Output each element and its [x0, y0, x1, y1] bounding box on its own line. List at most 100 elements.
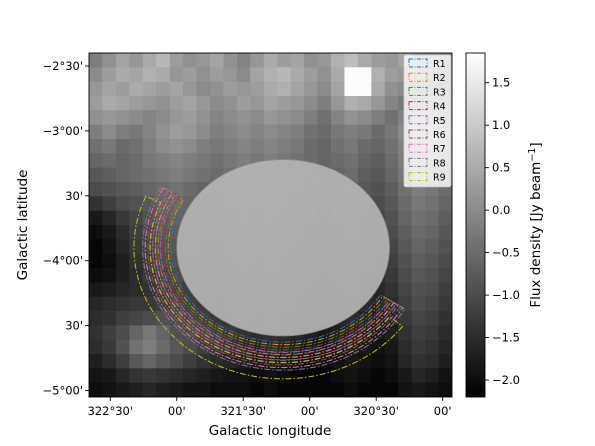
heatmap-cell: [102, 268, 117, 283]
heatmap-cell: [263, 339, 278, 355]
region-arc-r7: [144, 187, 404, 369]
heatmap-cell: [156, 53, 171, 68]
heatmap-cell: [196, 53, 211, 68]
heatmap-cell: [263, 110, 278, 126]
heatmap-cell: [89, 325, 104, 341]
heatmap-cell: [129, 182, 144, 197]
y-axis: −2°30' −3°00' 30' −4°00' 30' −5°00': [43, 59, 89, 398]
heatmap-cell: [317, 354, 332, 369]
heatmap-cell: [384, 368, 399, 384]
x-tick-label: 322°30': [88, 404, 134, 418]
heatmap-cell: [89, 182, 104, 197]
heatmap-cell: [223, 354, 238, 369]
heatmap-cell: [357, 167, 372, 183]
heatmap-cell: [384, 81, 399, 97]
x-axis: 322°30' 00' 321°30' 00' 320°30' 00': [88, 397, 452, 418]
heatmap-cell: [115, 182, 130, 197]
heatmap-cell: [115, 368, 130, 384]
heatmap-cell: [89, 311, 104, 326]
heatmap-cell: [196, 153, 211, 169]
heatmap-cell: [129, 196, 144, 212]
heatmap-cell: [371, 124, 386, 140]
heatmap-cell: [277, 53, 292, 68]
heatmap-cell: [371, 325, 386, 341]
heatmap-cell: [142, 354, 157, 369]
heatmap-cell: [223, 325, 238, 341]
plot-frame: [88, 52, 453, 398]
heatmap-cell: [129, 167, 144, 183]
heatmap-cell: [115, 96, 130, 111]
heatmap-cell: [250, 96, 265, 111]
heatmap-cell: [331, 354, 346, 369]
heatmap-cell: [304, 67, 319, 83]
heatmap-cell: [89, 110, 104, 126]
legend-swatch: [408, 172, 428, 182]
heatmap-cell: [250, 110, 265, 126]
heatmap-cell: [142, 153, 157, 169]
heatmap-cell: [384, 167, 399, 183]
heatmap-cell: [398, 382, 413, 397]
heatmap-cell: [438, 354, 452, 369]
heatmap-cell: [210, 153, 225, 169]
legend-swatch: [408, 129, 428, 139]
y-tick-label: −5°00': [43, 384, 84, 398]
heatmap-cell: [156, 382, 171, 397]
colorbar: 1.5 1.0 0.5 0.0 −0.5 −1.0 −1.5 −2.0 Flux densit…: [465, 52, 544, 398]
heatmap-cell: [357, 368, 372, 384]
heatmap-cell: [263, 96, 278, 111]
heatmap-cell: [129, 339, 144, 355]
heatmap-cell: [156, 311, 171, 326]
heatmap-cell: [223, 81, 238, 97]
heatmap-cell: [411, 196, 426, 212]
masked-region: [176, 159, 390, 337]
heatmap-cell: [438, 196, 452, 212]
legend-swatch: [408, 86, 428, 96]
heatmap-cell: [371, 354, 386, 369]
heatmap-cell: [398, 253, 413, 269]
heatmap-cell: [331, 67, 346, 83]
heatmap-cell: [223, 124, 238, 140]
heatmap-cell: [183, 182, 198, 197]
heatmap-cell: [290, 382, 305, 397]
heatmap-cell: [102, 311, 117, 326]
heatmap-cell: [263, 382, 278, 397]
heatmap-cell: [384, 96, 399, 111]
heatmap-cell: [102, 96, 117, 111]
heatmap-cell: [438, 296, 452, 312]
heatmap-cell: [290, 67, 305, 83]
heatmap-cell: [344, 124, 359, 140]
x-tick-label: 00': [301, 404, 319, 418]
heatmap-cell: [438, 239, 452, 255]
heatmap-cell: [223, 110, 238, 126]
heatmap-cell: [115, 311, 130, 326]
heatmap-cell: [169, 268, 184, 283]
heatmap-cell: [129, 225, 144, 240]
region-arc-r8: [142, 185, 406, 371]
heatmap-cell: [156, 167, 171, 183]
heatmap-cell: [317, 368, 332, 384]
heatmap-cell: [89, 368, 104, 384]
region-arc-r5: [149, 189, 399, 363]
heatmap-cell: [317, 124, 332, 140]
heatmap-cell: [156, 325, 171, 341]
heatmap-cell: [411, 368, 426, 384]
legend-swatch: [408, 72, 428, 82]
heatmap-cell: [89, 268, 104, 283]
y-tick-label: −3°00': [43, 124, 84, 138]
heatmap-cell: [89, 282, 104, 298]
heatmap-cell: [263, 53, 278, 68]
heatmap-cell: [183, 153, 198, 169]
heatmap-cell: [142, 210, 157, 226]
heatmap-cell: [156, 81, 171, 97]
heatmap-cell: [398, 239, 413, 255]
heatmap-cell: [344, 382, 359, 397]
legend-entry-label: R1: [433, 59, 446, 70]
heatmap-cell: [156, 139, 171, 154]
heatmap-cell: [156, 110, 171, 126]
heatmap-cell: [142, 296, 157, 312]
heatmap-cell: [89, 96, 104, 111]
y-tick-label: 30': [65, 189, 83, 203]
legend-entry-label: R9: [433, 173, 446, 184]
heatmap-cell: [183, 167, 198, 183]
heatmap-cell: [169, 124, 184, 140]
